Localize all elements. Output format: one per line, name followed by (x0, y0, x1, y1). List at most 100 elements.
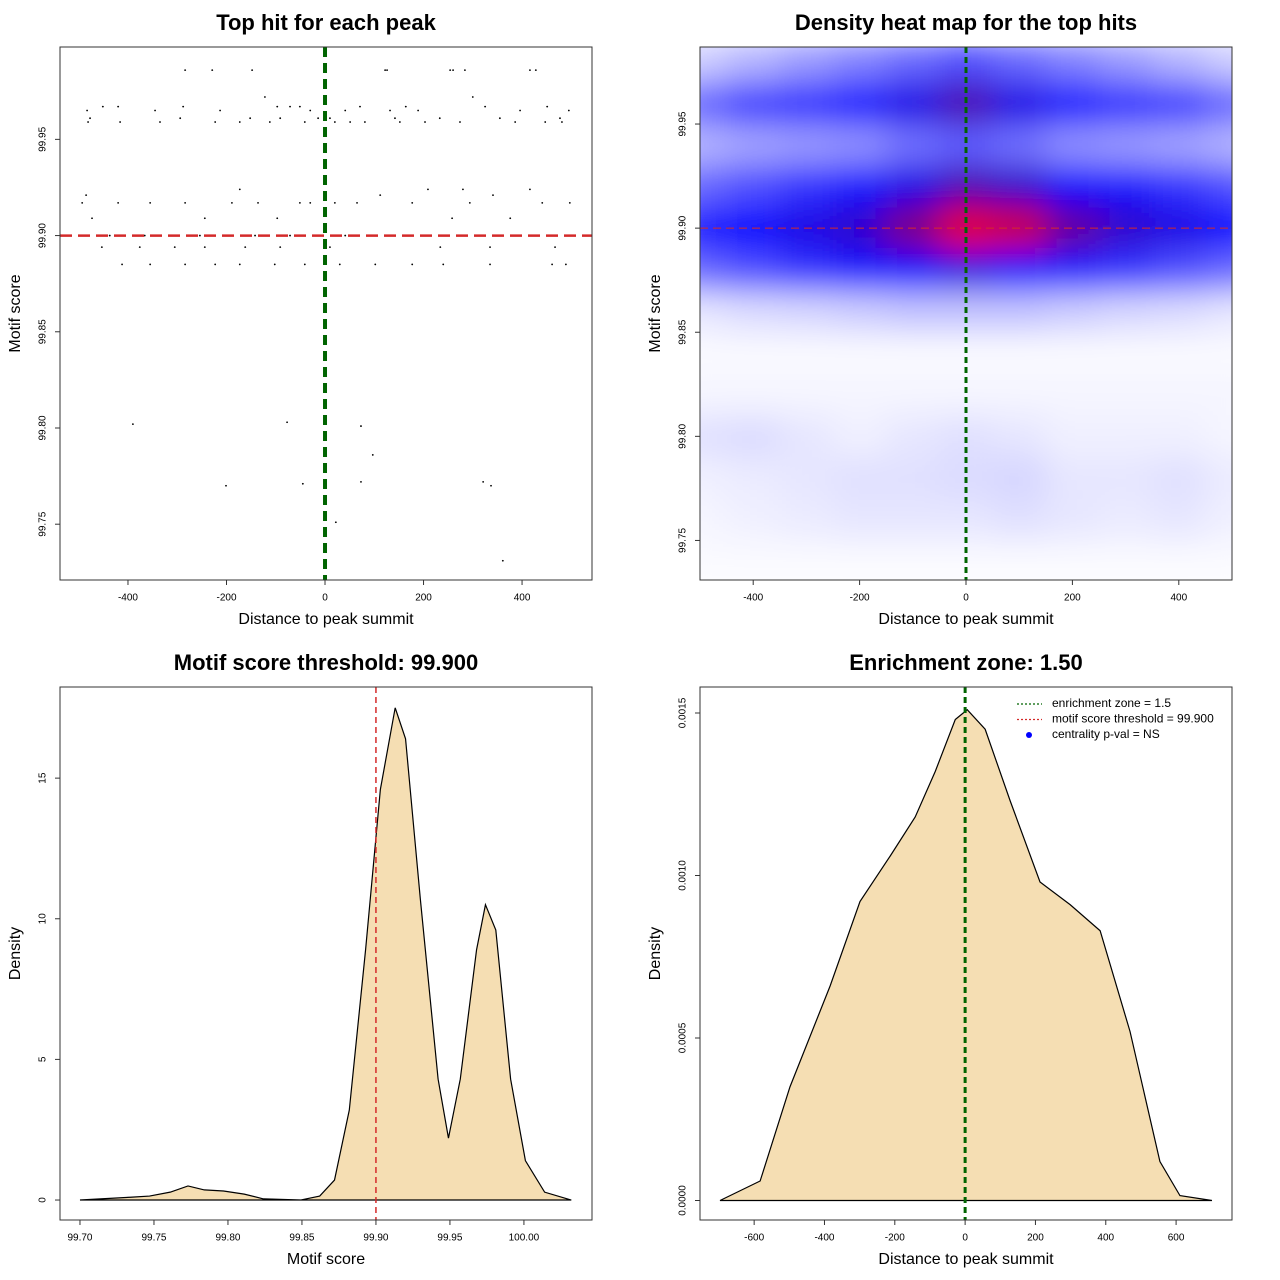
heat-cell (1205, 415, 1232, 459)
point (360, 425, 362, 427)
heat-cell (886, 82, 941, 126)
point (489, 263, 491, 266)
x-axis-label: Distance to peak summit (238, 611, 414, 628)
heat-cell (992, 82, 1047, 126)
heat-cell (779, 498, 834, 542)
point (452, 69, 454, 71)
legend-marker (1026, 732, 1032, 738)
point (81, 201, 84, 204)
point (317, 117, 320, 120)
heat-cell (726, 373, 781, 417)
heat-cell (726, 498, 781, 542)
point (257, 201, 259, 204)
heat-cell (1152, 248, 1207, 292)
point (411, 201, 414, 204)
plot-area (60, 47, 592, 580)
point (303, 263, 306, 266)
point (108, 234, 111, 237)
x-axis-label: Distance to peak summit (878, 1251, 1054, 1268)
point (559, 117, 561, 120)
heat-cell (1205, 165, 1232, 209)
x-axis-label: Distance to peak summit (878, 611, 1054, 628)
point (154, 109, 156, 112)
point (264, 96, 266, 98)
heat-cell (726, 457, 781, 500)
chart-title: Density heat map for the top hits (795, 10, 1137, 35)
point (404, 105, 407, 108)
point (360, 480, 362, 483)
point (482, 480, 485, 483)
heat-cell (1045, 332, 1100, 375)
point (182, 105, 185, 108)
point (132, 423, 134, 426)
heat-cell (1152, 540, 1207, 580)
x-tick-label: 200 (1064, 593, 1081, 604)
point (121, 263, 123, 266)
heat-cell (1205, 457, 1232, 500)
panel: Motif score threshold: 99.900 Motif score… (7, 650, 593, 1268)
plot-area (79, 687, 572, 1220)
x-tick-label: 99.90 (363, 1233, 388, 1244)
point (541, 201, 544, 204)
y-tick-label: 99.75 (678, 527, 689, 552)
heat-cell (726, 415, 781, 459)
y-tick-label: 99.95 (678, 111, 689, 136)
heat-cell (1205, 498, 1232, 542)
heat-cell (1152, 457, 1207, 500)
heat-cell (833, 457, 888, 500)
point (117, 201, 120, 204)
y-axis-label: Motif score (647, 274, 664, 352)
point (519, 109, 521, 112)
heat-cell (833, 498, 888, 542)
heat-cell (992, 290, 1047, 334)
heat-cell (992, 124, 1047, 167)
point (117, 105, 120, 108)
heat-cell (1099, 248, 1154, 292)
heat-cell (1205, 82, 1232, 126)
heat-cell (886, 540, 941, 580)
point (567, 109, 570, 112)
heat-cell (726, 47, 781, 84)
heat-cell (779, 290, 834, 334)
heat-cell (1045, 498, 1100, 542)
panel: Density heat map for the top hits Distanc… (647, 10, 1233, 628)
point (329, 117, 331, 120)
y-tick-label: 5 (38, 1056, 49, 1062)
heat-cell (1205, 373, 1232, 417)
heat-cell (1045, 165, 1100, 209)
x-tick-label: -200 (850, 593, 870, 604)
point (238, 263, 241, 266)
heat-cell (1205, 540, 1232, 580)
heat-cell (833, 165, 888, 209)
point (398, 121, 401, 123)
point (489, 246, 491, 249)
point (219, 109, 221, 112)
heat-cell (779, 540, 834, 580)
heat-cell (779, 165, 834, 209)
heat-cell (1045, 47, 1100, 84)
heat-cell (833, 332, 888, 375)
point (417, 109, 420, 112)
x-tick-label: 200 (415, 593, 432, 604)
heat-cell (886, 373, 941, 417)
x-tick-label: -200 (216, 593, 236, 604)
point (551, 263, 553, 266)
legend-label: centrality p-val = NS (1052, 727, 1160, 741)
heat-cell (726, 82, 781, 126)
heat-cell (726, 290, 781, 334)
point (279, 246, 282, 249)
point (411, 263, 414, 266)
point (184, 69, 187, 71)
heat-cell (1099, 540, 1154, 580)
point (389, 109, 391, 112)
point (301, 482, 304, 485)
heat-cell (833, 124, 888, 167)
point (214, 263, 217, 266)
chart-title: Top hit for each peak (216, 10, 436, 35)
heat-cell (1045, 457, 1100, 500)
point (211, 69, 214, 71)
y-axis-label: Density (7, 927, 24, 980)
x-tick-label: -200 (885, 1233, 905, 1244)
point (249, 117, 252, 120)
y-tick-label: 99.75 (38, 511, 49, 536)
